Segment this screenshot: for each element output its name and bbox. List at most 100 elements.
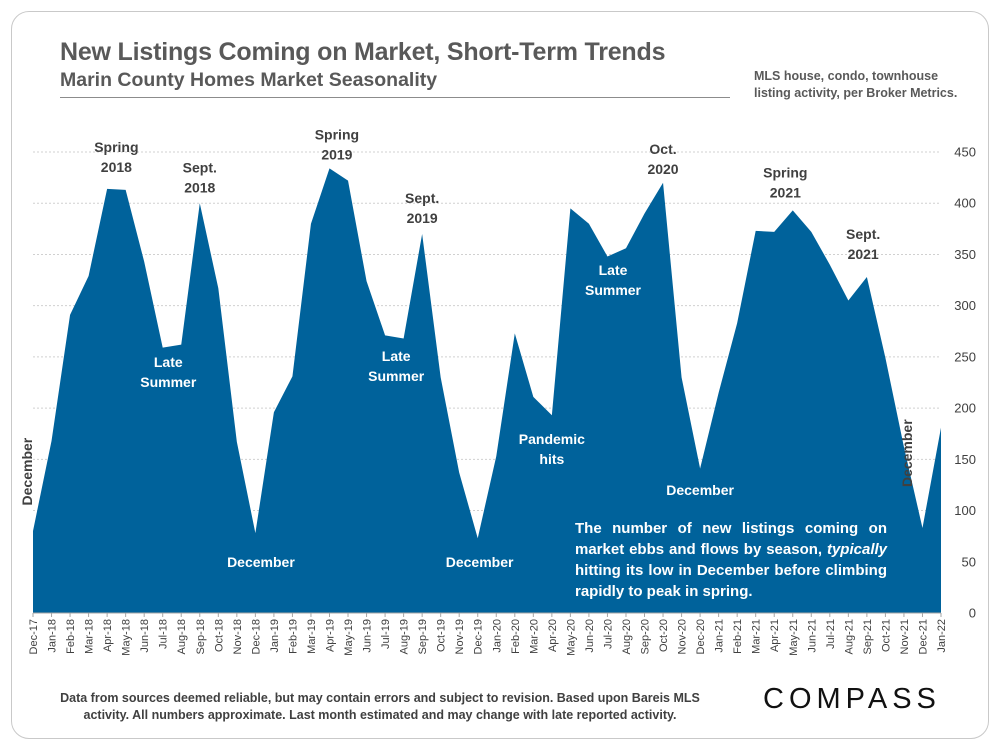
x-tick-label: Oct-20 xyxy=(658,619,670,652)
y-axis-labels: 0 50 100 150 200 250 300 350 400 450 xyxy=(954,145,976,621)
annotation-line: 2020 xyxy=(647,161,678,177)
x-tick-label: Jun-18 xyxy=(139,619,151,653)
x-tick-label: Sep-21 xyxy=(862,619,874,654)
y-tick-label: 350 xyxy=(954,247,976,262)
annotation-label: December xyxy=(899,419,915,487)
x-tick-label: Jul-18 xyxy=(158,619,170,649)
annotation-line: Summer xyxy=(140,374,197,390)
x-tick-label: Jan-19 xyxy=(269,619,281,653)
chart-annotations: Spring 2018 Sept. 2018 Late Summer December Spr… xyxy=(19,127,915,570)
x-tick-label: Feb-18 xyxy=(65,619,77,654)
x-tick-label: Feb-19 xyxy=(287,619,299,654)
x-tick-label: Jul-21 xyxy=(825,619,837,649)
annotation-line: Late xyxy=(154,354,183,370)
y-tick-label: 400 xyxy=(954,196,976,211)
annotation-label: December xyxy=(666,482,734,498)
annotation-label: Spring 2021 xyxy=(763,165,807,201)
annotation-label: Late Summer xyxy=(585,262,642,298)
callout-text-before: The number of new listings coming on mar… xyxy=(575,520,887,558)
y-tick-label: 0 xyxy=(969,606,976,621)
annotation-line: Summer xyxy=(368,368,425,384)
annotation-line: December xyxy=(446,554,514,570)
x-tick-label: Nov-21 xyxy=(899,619,911,654)
x-tick-label: Jul-20 xyxy=(602,619,614,649)
x-tick-label: Apr-18 xyxy=(102,619,114,652)
callout-emphasis: typically xyxy=(826,541,887,558)
x-tick-label: Sep-19 xyxy=(417,619,429,654)
x-tick-label: Sep-18 xyxy=(195,619,207,654)
x-tick-label: Dec-21 xyxy=(917,619,929,654)
annotation-line: Late xyxy=(382,348,411,364)
annotation-label: Spring 2018 xyxy=(94,139,138,175)
x-tick-label: Nov-18 xyxy=(232,619,244,654)
annotation-label: Sept. 2019 xyxy=(405,190,439,226)
x-tick-label: Apr-21 xyxy=(769,619,781,652)
x-tick-label: Jan-20 xyxy=(491,619,503,653)
y-tick-label: 100 xyxy=(954,503,976,518)
x-tick-label: Apr-20 xyxy=(547,619,559,652)
annotation-line: Spring xyxy=(763,165,807,181)
annotation-label: Sept. 2021 xyxy=(846,226,880,262)
y-tick-label: 250 xyxy=(954,349,976,364)
x-tick-label: Jun-21 xyxy=(806,619,818,653)
annotation-line: December xyxy=(227,554,295,570)
x-tick-label: Mar-21 xyxy=(751,619,763,654)
annotation-line: 2021 xyxy=(848,246,879,262)
annotation-line: Oct. xyxy=(649,141,676,157)
x-tick-label: Nov-20 xyxy=(677,619,689,654)
annotation-label: Sept. 2018 xyxy=(183,159,217,195)
x-tick-label: Aug-18 xyxy=(176,619,188,654)
disclaimer-line-2: activity. All numbers approximate. Last … xyxy=(83,708,677,722)
x-tick-label: Aug-21 xyxy=(843,619,855,654)
annotation-line: Late xyxy=(599,262,628,278)
annotation-line: Spring xyxy=(94,139,138,155)
x-tick-label: Jul-19 xyxy=(380,619,392,649)
x-tick-label: Jun-19 xyxy=(362,619,374,653)
new-listings-area xyxy=(33,168,941,613)
x-tick-label: Jan-22 xyxy=(936,619,948,653)
x-tick-label: May-18 xyxy=(121,619,133,656)
annotation-label: Spring 2019 xyxy=(315,127,359,163)
x-tick-label: Aug-19 xyxy=(399,619,411,654)
annotation-line: Pandemic xyxy=(519,431,585,447)
source-note: MLS house, condo, townhouse listing acti… xyxy=(754,68,974,102)
annotation-line: 2018 xyxy=(184,179,215,195)
x-tick-label: Dec-19 xyxy=(473,619,485,654)
x-tick-label: Aug-20 xyxy=(621,619,633,654)
chart-title: New Listings Coming on Market, Short-Ter… xyxy=(60,38,666,66)
x-tick-label: Jan-21 xyxy=(714,619,726,653)
chart-subtitle: Marin County Homes Market Seasonality xyxy=(60,69,438,91)
footer-disclaimer: Data from sources deemed reliable, but m… xyxy=(40,690,720,724)
x-tick-label: Dec-18 xyxy=(250,619,262,654)
x-tick-label: Feb-20 xyxy=(510,619,522,654)
annotation-line: hits xyxy=(539,451,564,467)
x-tick-label: Oct-18 xyxy=(213,619,225,652)
x-tick-label: Oct-21 xyxy=(880,619,892,652)
annotation-line: Summer xyxy=(585,282,642,298)
chart-callout: The number of new listings coming on mar… xyxy=(575,518,887,602)
annotation-label: Late Summer xyxy=(368,348,425,384)
source-note-line-1: MLS house, condo, townhouse xyxy=(754,69,939,83)
annotation-line: 2018 xyxy=(101,159,132,175)
y-tick-label: 200 xyxy=(954,401,976,416)
annotation-label: December xyxy=(446,554,514,570)
x-tick-label: May-19 xyxy=(343,619,355,656)
y-tick-label: 50 xyxy=(962,554,976,569)
x-tick-label: Jun-20 xyxy=(584,619,596,653)
annotation-label: December xyxy=(19,437,35,505)
annotation-line: Sept. xyxy=(405,190,439,206)
source-note-line-2: listing activity, per Broker Metrics. xyxy=(754,86,958,100)
x-tick-label: May-21 xyxy=(788,619,800,656)
x-tick-label: Nov-19 xyxy=(454,619,466,654)
title-divider xyxy=(60,97,730,98)
disclaimer-line-1: Data from sources deemed reliable, but m… xyxy=(60,691,700,705)
y-tick-label: 300 xyxy=(954,298,976,313)
annotation-label: Late Summer xyxy=(140,354,197,390)
x-tick-label: Mar-20 xyxy=(528,619,540,654)
x-tick-label: Mar-19 xyxy=(306,619,318,654)
x-axis-labels: Dec-17 Jan-18 Feb-18 Mar-18 Apr-18 May-18 Jun-… xyxy=(28,619,948,656)
annotation-line: Sept. xyxy=(183,159,217,175)
annotation-line: Spring xyxy=(315,127,359,143)
compass-logo: COMPASS xyxy=(763,683,941,715)
x-tick-label: Jan-18 xyxy=(47,619,59,653)
